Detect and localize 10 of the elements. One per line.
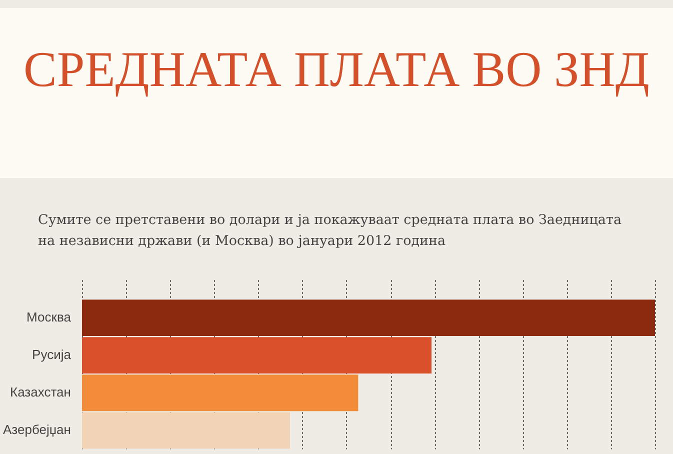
bar xyxy=(82,337,432,374)
chart-title: СРЕДНАТА ПЛАТА ВО ЗНД xyxy=(22,40,650,99)
bar xyxy=(82,374,358,412)
y-tick-label: Казахстан xyxy=(10,384,71,400)
bar xyxy=(82,300,655,336)
chart-subtitle: Сумите се претставени во долари и ја покажуваат средната плата во Заедницата на независни држави (и Москва) во јануари 2012 година xyxy=(38,211,622,251)
y-tick-label: Москва xyxy=(26,309,72,324)
bar xyxy=(82,412,290,449)
y-tick-label: Русија xyxy=(32,346,72,362)
y-tick-label: Азербејџан xyxy=(3,422,71,438)
